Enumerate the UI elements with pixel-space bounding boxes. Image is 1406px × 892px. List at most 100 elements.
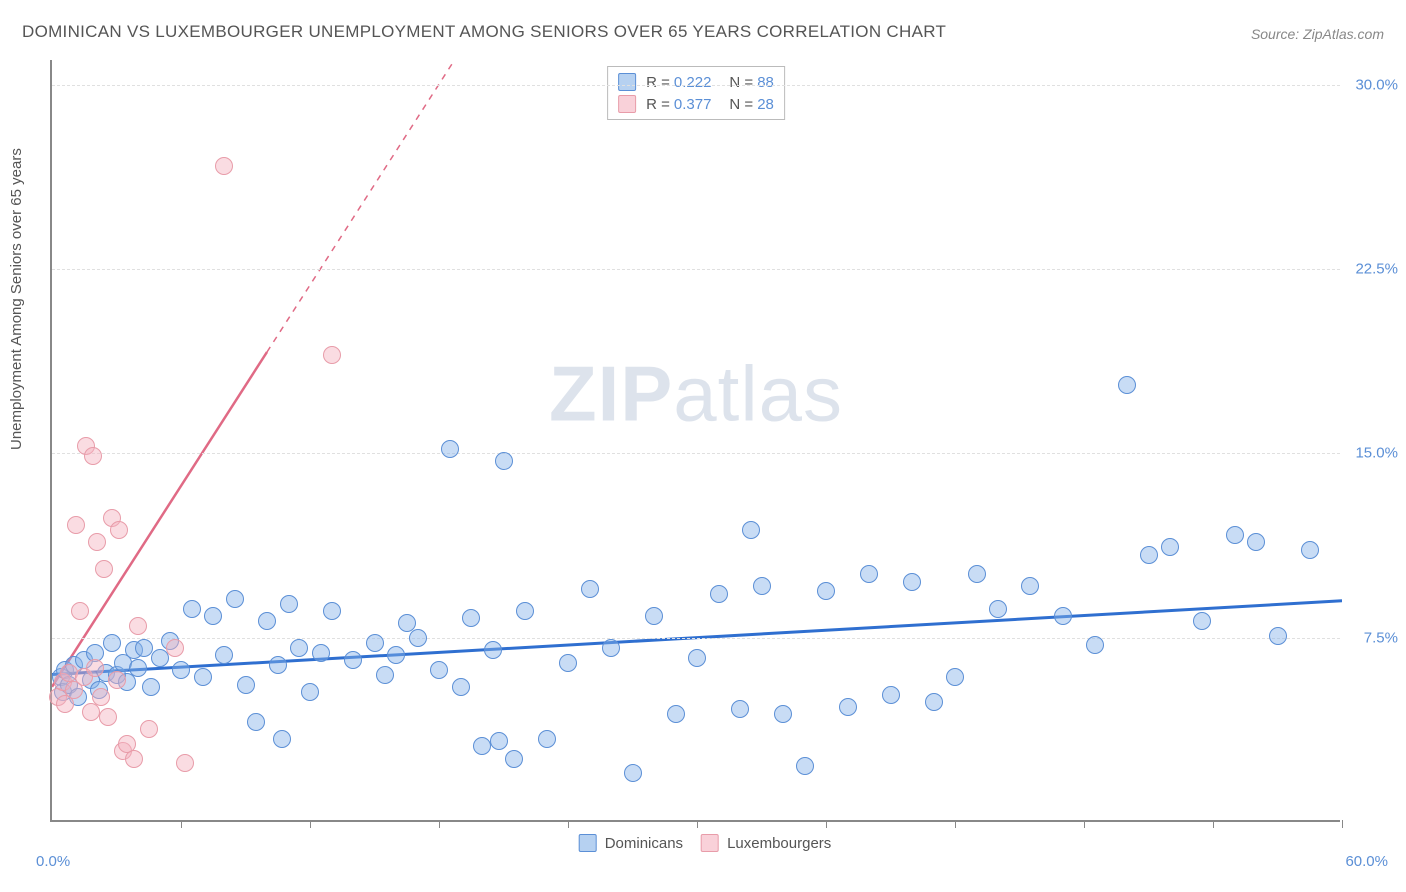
data-point-dominican [269,656,287,674]
data-point-dominican [237,676,255,694]
data-point-luxembourger [86,659,104,677]
data-point-dominican [312,644,330,662]
legend-label-2: Luxembourgers [727,835,831,852]
data-point-dominican [1301,541,1319,559]
data-point-dominican [989,600,1007,618]
data-point-luxembourger [323,346,341,364]
data-point-luxembourger [71,602,89,620]
gridline-h [52,269,1340,270]
data-point-dominican [1226,526,1244,544]
data-point-dominican [490,732,508,750]
stats-row-luxembourgers: R = 0.377 N = 28 [618,93,774,115]
data-point-dominican [194,668,212,686]
gridline-h [52,85,1340,86]
x-tick [439,820,440,828]
data-point-dominican [602,639,620,657]
data-point-dominican [796,757,814,775]
data-point-dominican [968,565,986,583]
plot-area: ZIPatlas R = 0.222 N = 88 R = 0.377 N = … [50,60,1340,822]
data-point-luxembourger [84,447,102,465]
data-point-luxembourger [176,754,194,772]
data-point-dominican [323,602,341,620]
legend: Dominicans Luxembourgers [561,834,832,852]
data-point-dominican [538,730,556,748]
stats-row-dominicans: R = 0.222 N = 88 [618,71,774,93]
data-point-dominican [376,666,394,684]
data-point-dominican [559,654,577,672]
data-point-dominican [183,600,201,618]
stat-n-label-2: N = [729,96,753,113]
data-point-dominican [731,700,749,718]
x-tick [1342,820,1343,828]
legend-swatch-blue-icon [579,834,597,852]
data-point-dominican [925,693,943,711]
data-point-luxembourger [99,708,117,726]
stat-n-label: N = [729,74,753,91]
data-point-dominican [624,764,642,782]
data-point-dominican [452,678,470,696]
data-point-dominican [1054,607,1072,625]
data-point-luxembourger [92,688,110,706]
data-point-dominican [581,580,599,598]
data-point-dominican [462,609,480,627]
data-point-dominican [280,595,298,613]
data-point-dominican [215,646,233,664]
gridline-h [52,453,1340,454]
data-point-dominican [273,730,291,748]
data-point-luxembourger [140,720,158,738]
data-point-dominican [742,521,760,539]
data-point-luxembourger [166,639,184,657]
data-point-dominican [387,646,405,664]
data-point-dominican [688,649,706,667]
chart-title: DOMINICAN VS LUXEMBOURGER UNEMPLOYMENT A… [22,22,946,42]
y-tick-label: 30.0% [1355,76,1398,93]
data-point-luxembourger [88,533,106,551]
data-point-dominican [473,737,491,755]
data-point-dominican [753,577,771,595]
data-point-luxembourger [125,750,143,768]
data-point-dominican [142,678,160,696]
data-point-dominican [817,582,835,600]
data-point-luxembourger [67,516,85,534]
source-attribution: Source: ZipAtlas.com [1251,26,1384,42]
data-point-dominican [103,634,121,652]
data-point-dominican [226,590,244,608]
data-point-dominican [1140,546,1158,564]
data-point-dominican [172,661,190,679]
data-point-dominican [204,607,222,625]
legend-label-1: Dominicans [605,835,683,852]
trendlines-svg [52,60,1342,822]
data-point-dominican [1021,577,1039,595]
data-point-dominican [495,452,513,470]
data-point-dominican [667,705,685,723]
data-point-dominican [1118,376,1136,394]
data-point-dominican [645,607,663,625]
legend-swatch-pink-icon [701,834,719,852]
data-point-dominican [344,651,362,669]
x-tick [1213,820,1214,828]
data-point-dominican [903,573,921,591]
data-point-dominican [860,565,878,583]
x-tick [826,820,827,828]
data-point-dominican [946,668,964,686]
stat-r-value-2: 0.377 [674,96,712,113]
data-point-dominican [258,612,276,630]
x-tick [181,820,182,828]
y-tick-label: 15.0% [1355,445,1398,462]
swatch-blue-icon [618,73,636,91]
data-point-dominican [301,683,319,701]
data-point-luxembourger [129,617,147,635]
data-point-dominican [505,750,523,768]
x-axis-min-label: 0.0% [36,853,70,870]
data-point-dominican [1193,612,1211,630]
data-point-luxembourger [215,157,233,175]
x-tick [955,820,956,828]
data-point-luxembourger [95,560,113,578]
stat-r-label: R = [646,74,670,91]
watermark: ZIPatlas [549,349,843,440]
x-axis-max-label: 60.0% [1345,853,1388,870]
stat-r-label-2: R = [646,96,670,113]
data-point-dominican [839,698,857,716]
data-point-dominican [441,440,459,458]
data-point-dominican [1269,627,1287,645]
